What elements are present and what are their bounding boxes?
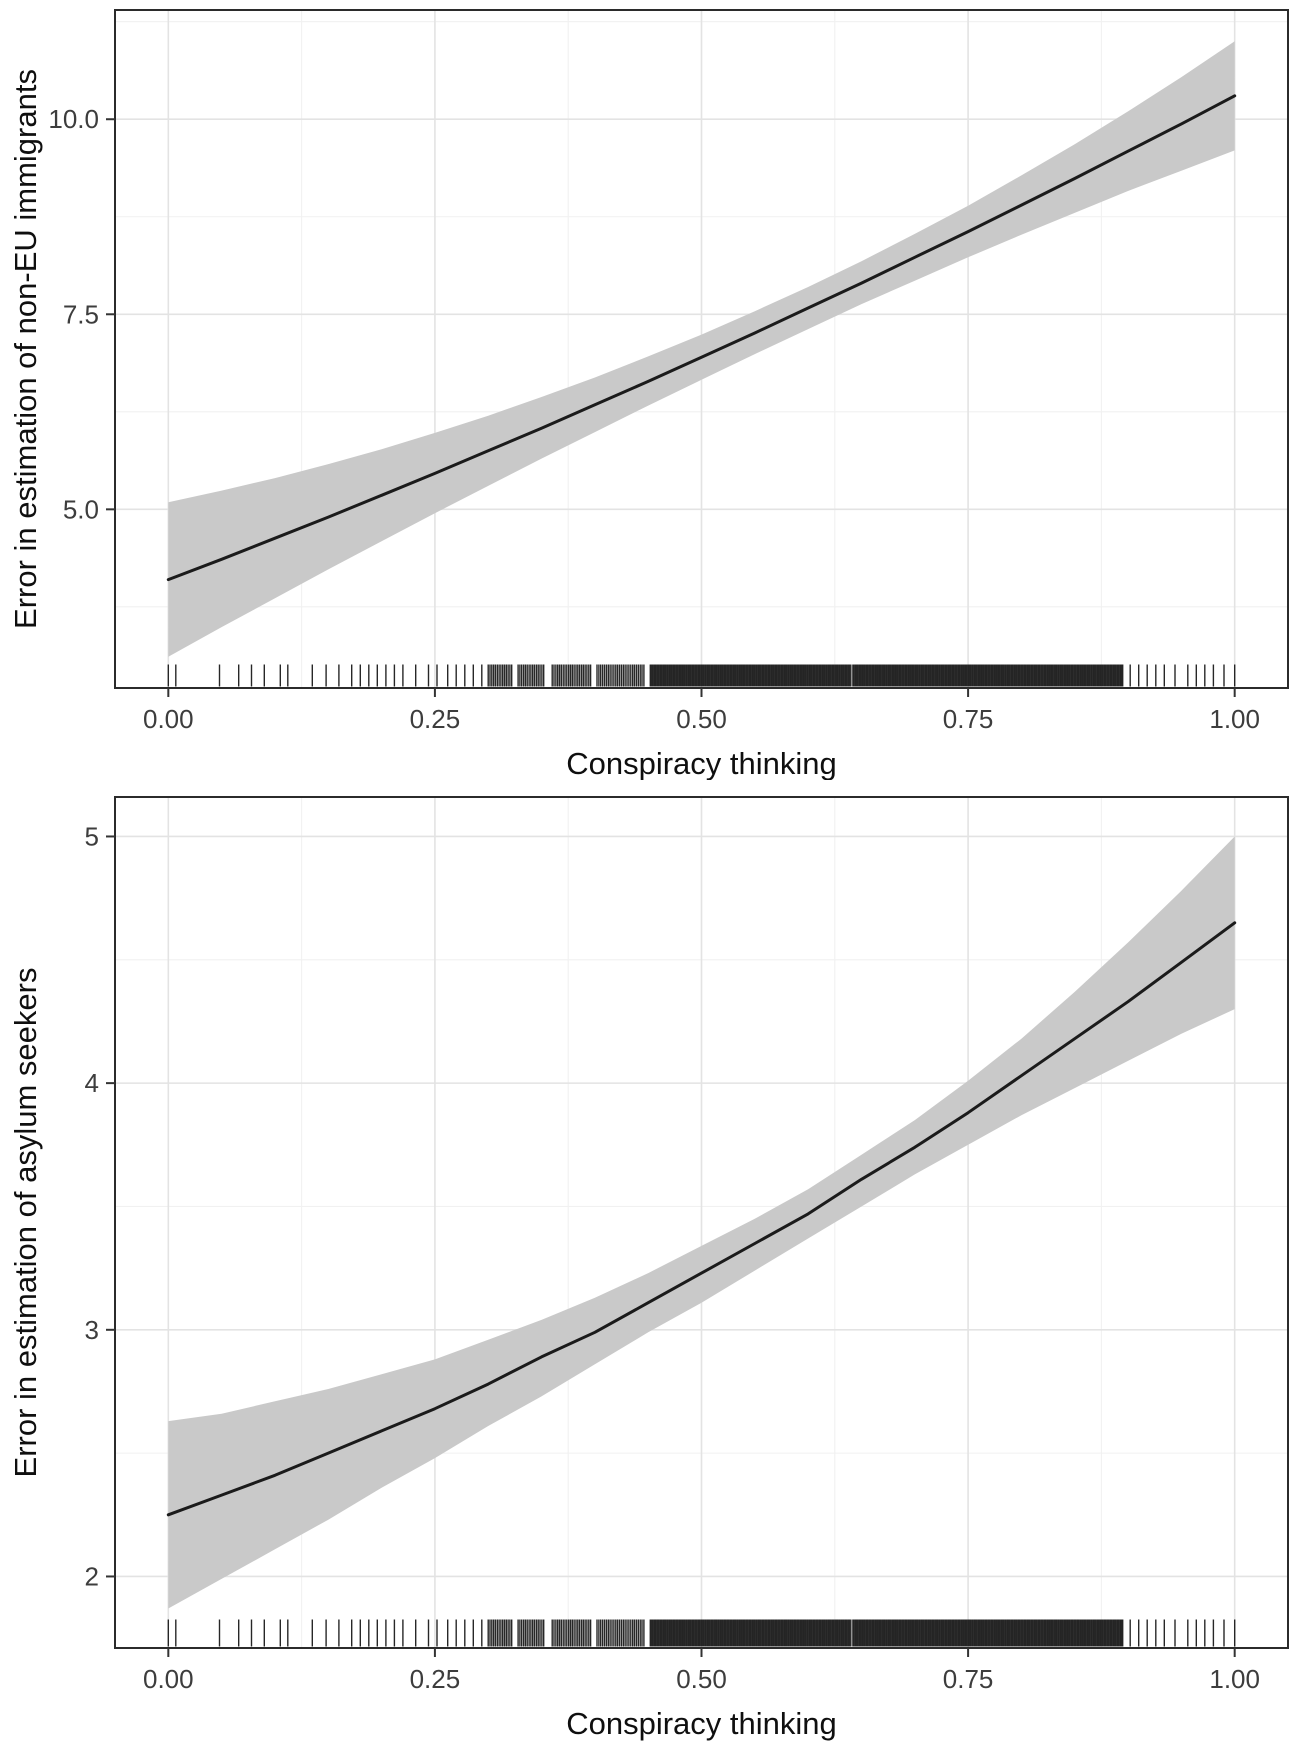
x-tick-label: 1.00 [1209,704,1260,734]
y-tick-label: 3 [85,1315,99,1345]
x-tick-label: 0.25 [410,704,461,734]
chart-canvas-asylum: 0.00 0.25 0.50 0.75 1.00 2 3 4 5 Conspiracy think… [0,785,1300,1751]
chart-error-non-eu-immigrants: 0.00 0.25 0.50 0.75 1.00 5.0 7.5 10.0 Conspiracy… [0,0,1300,785]
x-tick-label: 1.00 [1209,1664,1260,1694]
x-tick-label: 0.25 [410,1664,461,1694]
x-tick-label: 0.00 [143,1664,194,1694]
x-tick-label: 0.75 [943,704,994,734]
chart-error-asylum-seekers: 0.00 0.25 0.50 0.75 1.00 2 3 4 5 Conspiracy think… [0,785,1300,1751]
y-axis: 2 3 4 5 [85,821,115,1591]
x-axis: 0.00 0.25 0.50 0.75 1.00 [143,688,1260,734]
confidence-band [168,836,1235,1609]
chart-canvas-non-eu: 0.00 0.25 0.50 0.75 1.00 5.0 7.5 10.0 Conspiracy… [0,0,1300,781]
x-axis: 0.00 0.25 0.50 0.75 1.00 [143,1648,1260,1694]
x-axis-label: Conspiracy thinking [566,1706,837,1741]
rug-marks [167,1619,1236,1647]
x-tick-label: 0.75 [943,1664,994,1694]
x-tick-label: 0.00 [143,704,194,734]
trend-line [166,94,1237,582]
y-tick-label: 5 [85,821,99,851]
y-tick-label: 2 [85,1561,99,1591]
y-tick-label: 7.5 [63,299,99,329]
x-tick-label: 0.50 [676,704,727,734]
y-tick-label: 4 [85,1068,99,1098]
x-tick-label: 0.50 [676,1664,727,1694]
y-tick-label: 5.0 [63,494,99,524]
y-tick-label: 10.0 [48,104,99,134]
y-axis-label: Error in estimation of non-EU immigrants [8,69,43,629]
x-axis-label: Conspiracy thinking [566,746,837,780]
trend-line [166,921,1237,1517]
confidence-band [168,41,1235,657]
chart-background [0,785,1300,1751]
y-axis: 5.0 7.5 10.0 [48,104,115,524]
y-axis-label: Error in estimation of asylum seekers [8,968,43,1478]
rug-marks [167,664,1236,687]
